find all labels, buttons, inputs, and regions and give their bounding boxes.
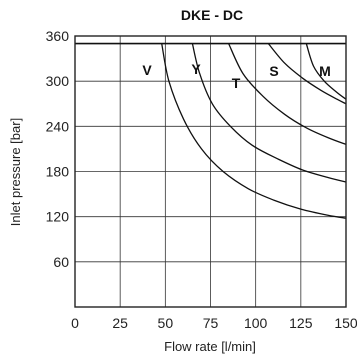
x-tick-label: 100 [244, 315, 268, 331]
y-tick-label: 60 [53, 254, 69, 270]
x-tick-label: 150 [334, 315, 357, 331]
plot-frame [74, 35, 347, 308]
y-tick-label: 180 [46, 164, 70, 180]
curve-label-s: S [269, 63, 278, 79]
chart-title: DKE - DC [181, 7, 243, 23]
y-tick-label: 360 [46, 28, 70, 44]
x-tick-label: 125 [289, 315, 313, 331]
curve-m [305, 43, 347, 100]
curve-label-m: M [319, 63, 331, 79]
curve-s [267, 43, 347, 105]
x-tick-label: 25 [112, 315, 128, 331]
x-tick-label: 50 [158, 315, 174, 331]
x-axis-label: Flow rate [l/min] [164, 339, 256, 354]
curve-label-v: V [142, 62, 152, 78]
curve-label-y: Y [191, 61, 201, 77]
y-tick-label: 300 [46, 73, 70, 89]
x-tick-label: 0 [71, 315, 79, 331]
curve-y [191, 43, 347, 183]
curve-t [228, 43, 347, 146]
tick-labels: 0 25 50 75 100 125 150 60 120 180 240 300 360 [46, 28, 357, 331]
curve-v [161, 43, 347, 219]
y-axis-label: Inlet pressure [bar] [8, 118, 23, 226]
curve-label-t: T [232, 75, 241, 91]
curve-labels: V YTS M [142, 61, 331, 91]
x-tick-label: 75 [203, 315, 219, 331]
gridlines [75, 36, 346, 307]
y-tick-label: 120 [46, 209, 70, 225]
curves [75, 42, 347, 219]
y-tick-label: 240 [46, 118, 70, 134]
